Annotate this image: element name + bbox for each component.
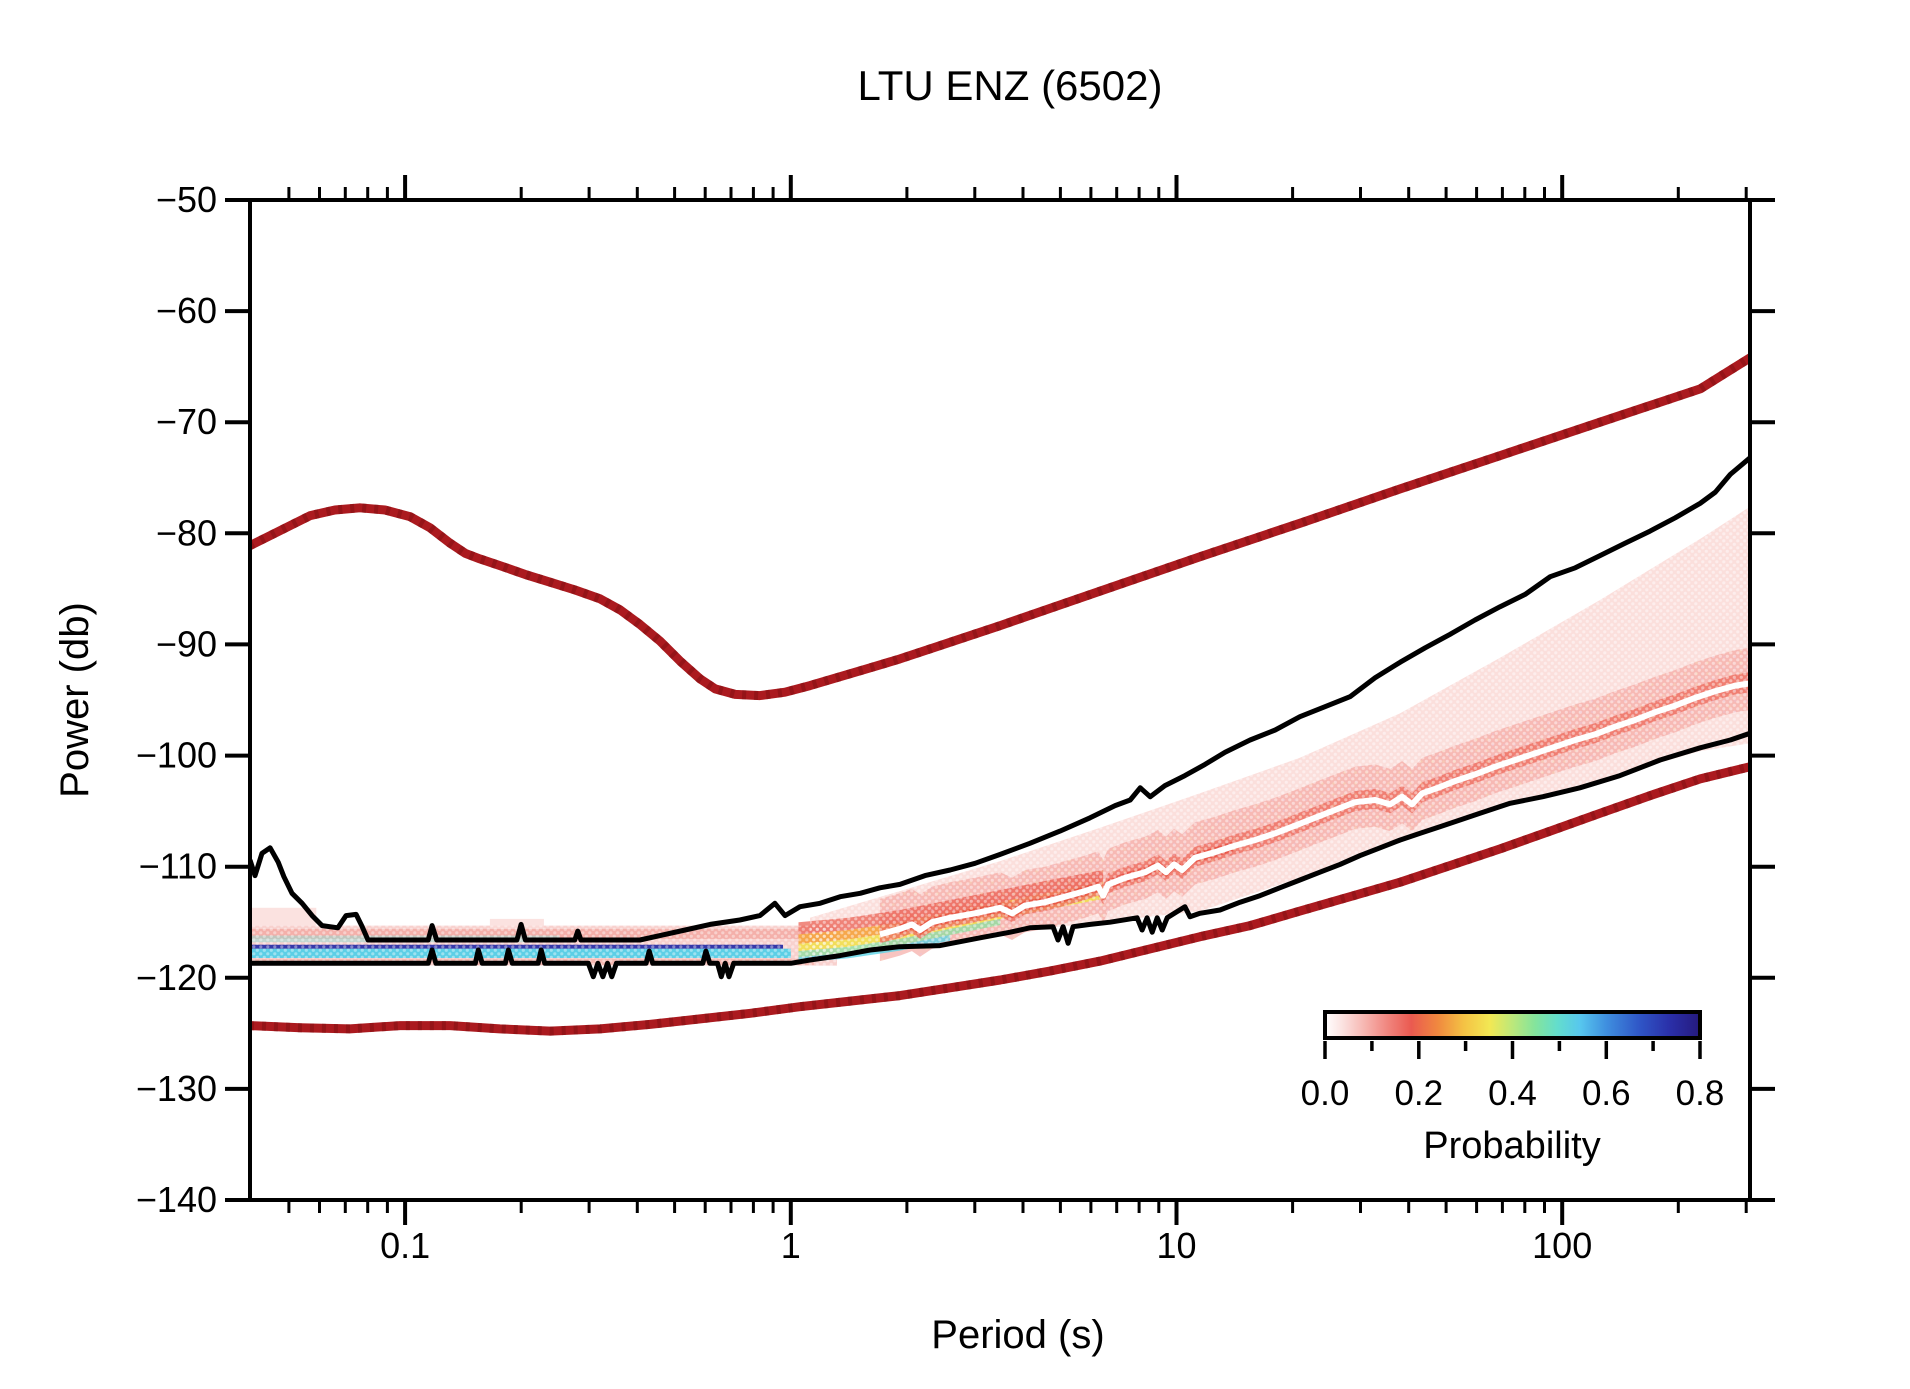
min-envelope-curve: [250, 730, 1750, 980]
low-noise-model-curve: [250, 762, 1750, 1036]
plot-frame: [248, 198, 1752, 1202]
colorbar-tick-label: 0.0: [1301, 1074, 1350, 1113]
y-tick-label: −100: [136, 735, 217, 776]
probability-colorbar: 0.0 0.2 0.4 0.6 0.8: [1301, 1010, 1725, 1113]
x-axis-label: Period (s): [931, 1313, 1104, 1357]
density-band-blob-mid: [489, 918, 544, 929]
colorbar-label: Probability: [1423, 1125, 1600, 1167]
y-axis-label: Power (db): [53, 602, 97, 798]
colorbar-tick-label: 0.8: [1676, 1074, 1725, 1113]
density-band-blob-left: [250, 907, 317, 926]
x-tick-label: 100: [1532, 1225, 1592, 1266]
mode-line-curve: [879, 680, 1750, 938]
colorbar-tick-label: 0.4: [1488, 1074, 1537, 1113]
y-tick-label: −140: [136, 1179, 217, 1220]
probability-density-cloud: [250, 506, 1750, 966]
y-tick-label: −110: [139, 846, 217, 887]
fleck-overlay-core: [879, 647, 1750, 962]
y-tick-label: −50: [156, 179, 217, 220]
y-tick-label: −60: [156, 290, 217, 331]
colorbar-tick-label: 0.6: [1582, 1074, 1631, 1113]
noise-model-and-envelope-curves: [250, 353, 1750, 1036]
colorbar-tick-label: 0.2: [1394, 1074, 1443, 1113]
high-noise-model-curve: [250, 353, 1750, 701]
max-envelope-curve: [250, 455, 1750, 943]
axes-ticks-and-labels: 0.1 1 10 100 −50 −60 −70 −80 −90 −100 −110 −120 −130…: [136, 175, 1775, 1266]
colorbar-gradient-bar: [1325, 1012, 1700, 1038]
y-tick-label: −90: [156, 623, 217, 664]
x-tick-label: 10: [1156, 1225, 1196, 1266]
y-tick-label: −70: [156, 401, 217, 442]
y-tick-label: −130: [136, 1068, 217, 1109]
chart-title: LTU ENZ (6502): [858, 62, 1163, 109]
x-tick-label: 0.1: [380, 1225, 430, 1266]
y-tick-label: −80: [156, 512, 217, 553]
halftone-overlay-outer: [810, 506, 1750, 960]
y-tick-label: −120: [136, 957, 217, 998]
x-tick-label: 1: [781, 1225, 801, 1266]
colorbar-border: [1323, 1010, 1702, 1040]
